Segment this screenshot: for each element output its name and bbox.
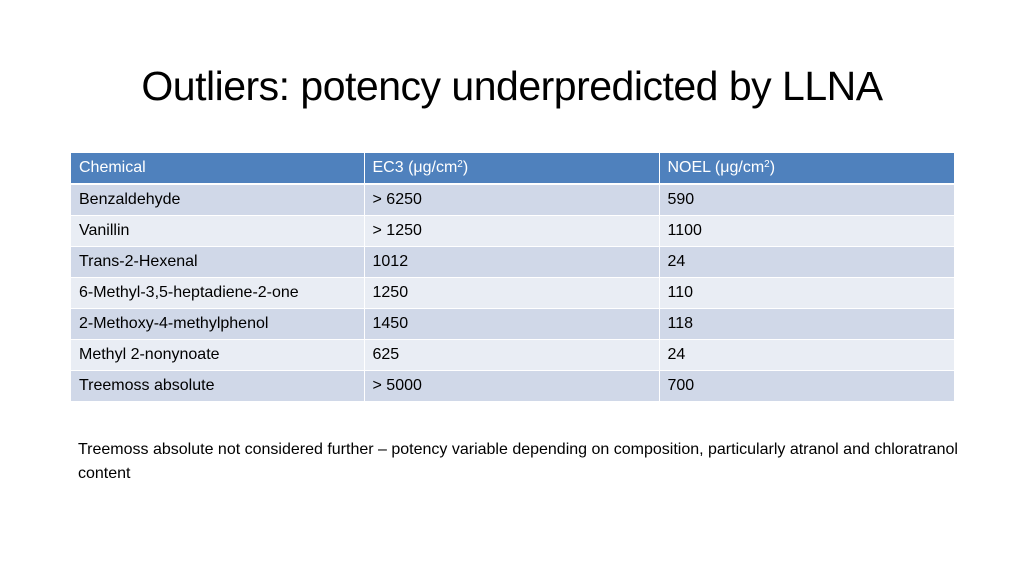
table-header-row: Chemical EC3 (μg/cm2) NOEL (μg/cm2) (71, 153, 954, 185)
cell-ec3: 1250 (364, 277, 660, 309)
cell-chemical: Treemoss absolute (71, 370, 365, 402)
cell-noel: 1100 (659, 215, 954, 247)
header-ec3-suffix: ) (462, 159, 469, 176)
cell-ec3: 625 (364, 339, 660, 371)
header-noel-suffix: ) (769, 159, 776, 176)
cell-ec3: > 1250 (364, 215, 660, 247)
header-ec3-sup: 2 (457, 159, 463, 170)
header-chemical: Chemical (71, 153, 365, 185)
cell-chemical: 6-Methyl-3,5-heptadiene-2-one (71, 277, 365, 309)
header-noel-sup: 2 (764, 159, 770, 170)
cell-chemical: Benzaldehyde (71, 184, 365, 216)
header-ec3: EC3 (μg/cm2) (364, 153, 660, 185)
footnote-text: Treemoss absolute not considered further… (78, 441, 958, 482)
table-row: 6-Methyl-3,5-heptadiene-2-one 1250 110 (71, 277, 954, 309)
cell-noel: 118 (659, 308, 954, 340)
header-noel-prefix: NOEL (μg/cm (667, 159, 765, 176)
cell-noel: 24 (659, 339, 954, 371)
chemical-potency-table: Chemical EC3 (μg/cm2) NOEL (μg/cm2) Benz… (71, 153, 954, 402)
cell-noel: 24 (659, 246, 954, 278)
table-row: Methyl 2-nonynoate 625 24 (71, 339, 954, 371)
cell-chemical: 2-Methoxy-4-methylphenol (71, 308, 365, 340)
header-ec3-prefix: EC3 (μg/cm (372, 159, 458, 176)
table-row: Trans-2-Hexenal 1012 24 (71, 246, 954, 278)
header-noel: NOEL (μg/cm2) (659, 153, 954, 185)
cell-ec3: > 5000 (364, 370, 660, 402)
table-row: Treemoss absolute > 5000 700 (71, 370, 954, 402)
cell-ec3: 1012 (364, 246, 660, 278)
cell-noel: 700 (659, 370, 954, 402)
cell-ec3: > 6250 (364, 184, 660, 216)
cell-chemical: Vanillin (71, 215, 365, 247)
cell-chemical: Methyl 2-nonynoate (71, 339, 365, 371)
slide-title: Outliers: potency underpredicted by LLNA (141, 63, 883, 109)
cell-noel: 110 (659, 277, 954, 309)
table-row: Benzaldehyde > 6250 590 (71, 184, 954, 216)
table-row: Vanillin > 1250 1100 (71, 215, 954, 247)
table-row: 2-Methoxy-4-methylphenol 1450 118 (71, 308, 954, 340)
cell-noel: 590 (659, 184, 954, 216)
cell-chemical: Trans-2-Hexenal (71, 246, 365, 278)
cell-ec3: 1450 (364, 308, 660, 340)
